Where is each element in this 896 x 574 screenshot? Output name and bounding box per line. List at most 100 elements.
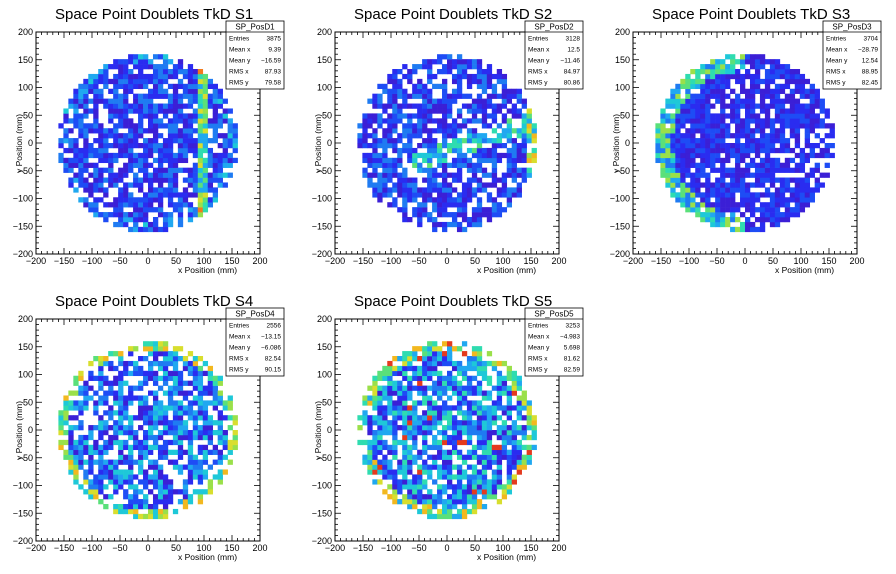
- heatmap-cell: [88, 182, 94, 188]
- heatmap-cell: [516, 444, 522, 451]
- heatmap-cell: [412, 207, 418, 213]
- heatmap-cell: [730, 143, 736, 149]
- heatmap-cell: [754, 172, 761, 178]
- heatmap-cell: [675, 133, 681, 139]
- heatmap-cell: [471, 172, 478, 178]
- heatmap-cell: [749, 197, 756, 203]
- heatmap-cell: [764, 113, 771, 119]
- heatmap-cell: [187, 202, 194, 208]
- heatmap-cell: [501, 113, 508, 119]
- heatmap-cell: [506, 88, 513, 94]
- heatmap-cell: [794, 187, 801, 193]
- heatmap-cell: [511, 479, 517, 485]
- heatmap-cell: [402, 459, 408, 465]
- heatmap-cell: [148, 405, 154, 411]
- heatmap-cell: [471, 469, 478, 475]
- heatmap-cell: [152, 494, 159, 500]
- heatmap-cell: [123, 459, 129, 465]
- heatmap-cell: [461, 197, 468, 203]
- heatmap-cell: [148, 464, 154, 470]
- heatmap-cell: [192, 400, 199, 406]
- stats-value: 82.45: [862, 80, 879, 87]
- heatmap-cell: [372, 415, 378, 421]
- heatmap-cell: [690, 177, 696, 183]
- heatmap-cell: [496, 177, 503, 183]
- heatmap-cell: [182, 390, 189, 396]
- heatmap-cell: [417, 375, 423, 381]
- heatmap-cell: [442, 508, 448, 515]
- heatmap-cell: [799, 93, 806, 99]
- heatmap-cell: [172, 152, 179, 159]
- heatmap-cell: [182, 430, 189, 436]
- heatmap-cell: [73, 118, 79, 124]
- heatmap-cell: [427, 147, 433, 154]
- heatmap-cell: [740, 78, 746, 85]
- stats-label: Mean y: [528, 345, 550, 352]
- heatmap-cell: [521, 157, 527, 164]
- heatmap-cell: [377, 118, 383, 124]
- heatmap-cell: [799, 147, 806, 154]
- heatmap-cell: [680, 78, 686, 85]
- heatmap-cell: [501, 390, 508, 396]
- heatmap-cell: [456, 484, 463, 490]
- heatmap-cell: [128, 449, 134, 455]
- heatmap-cell: [148, 123, 154, 129]
- heatmap-cell: [397, 182, 403, 188]
- y-tick-label: −200: [13, 249, 33, 259]
- heatmap-cell: [133, 64, 139, 70]
- heatmap-cell: [759, 177, 766, 183]
- heatmap-cell: [167, 69, 174, 75]
- heatmap-cell: [143, 64, 149, 70]
- heatmap-cell: [128, 138, 134, 144]
- heatmap-cell: [88, 444, 94, 451]
- heatmap-cell: [133, 504, 139, 510]
- heatmap-cell: [217, 133, 223, 139]
- heatmap-cell: [93, 123, 99, 129]
- heatmap-cell: [68, 405, 74, 411]
- heatmap-cell: [447, 172, 453, 178]
- heatmap-cell: [222, 405, 228, 411]
- heatmap-cell: [685, 167, 691, 173]
- heatmap-cell: [152, 479, 159, 485]
- heatmap-cell: [481, 187, 488, 193]
- heatmap-cell: [710, 162, 716, 168]
- heatmap-cell: [407, 365, 413, 372]
- heatmap-cell: [143, 172, 149, 178]
- heatmap-cell: [759, 133, 766, 139]
- heatmap-cell: [531, 152, 537, 159]
- heatmap-cell: [764, 118, 771, 124]
- heatmap-cell: [407, 113, 413, 119]
- heatmap-cell: [774, 192, 781, 198]
- heatmap-cell: [417, 128, 423, 134]
- heatmap-cell: [725, 128, 731, 134]
- heatmap-cell: [461, 370, 468, 377]
- heatmap-cell: [715, 143, 721, 149]
- x-tick-label: −100: [82, 256, 102, 266]
- axis-ticks: −200 −150 −100 −50 0 50 100 150 200−200−150−100−…: [312, 314, 567, 553]
- heatmap-cell: [227, 172, 233, 178]
- heatmap-cell: [103, 167, 109, 173]
- heatmap-cell: [98, 385, 104, 391]
- heatmap-cell: [471, 375, 478, 381]
- heatmap-cell: [372, 375, 378, 381]
- heatmap-cell: [113, 365, 119, 372]
- heatmap-cell: [749, 64, 756, 70]
- x-tick-label: −50: [411, 256, 426, 266]
- heatmap-cell: [690, 123, 696, 129]
- heatmap-cell: [222, 444, 228, 451]
- heatmap-cell: [98, 187, 104, 193]
- heatmap-cell: [680, 138, 686, 144]
- heatmap-cell: [700, 202, 706, 208]
- heatmap-cell: [148, 88, 154, 94]
- heatmap-cell: [715, 202, 721, 208]
- heatmap-cell: [526, 128, 532, 134]
- heatmap-cell: [764, 103, 771, 109]
- heatmap-cell: [779, 217, 786, 223]
- heatmap-cell: [774, 157, 781, 164]
- heatmap-cell: [382, 489, 388, 495]
- heatmap-cell: [133, 430, 139, 436]
- stats-value: 5.698: [564, 345, 581, 352]
- heatmap-cell: [192, 78, 199, 85]
- heatmap-cell: [442, 113, 448, 119]
